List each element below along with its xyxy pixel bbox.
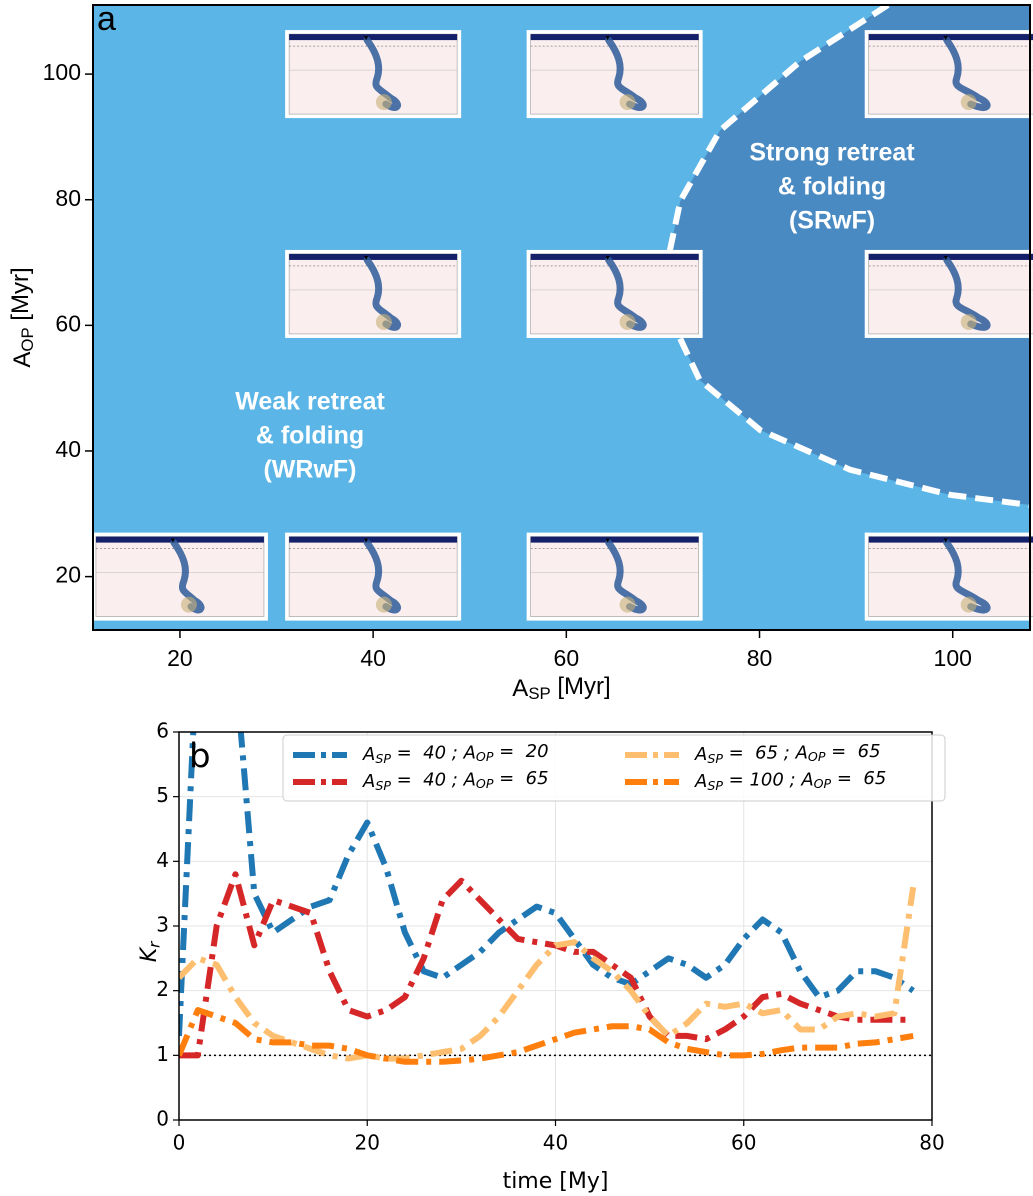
- thumb-tip: [376, 94, 392, 110]
- thumb-tip: [961, 314, 977, 330]
- thumb-plate: [869, 537, 1033, 543]
- thumb-plate: [869, 34, 1033, 40]
- thumb-plate: [531, 537, 699, 543]
- simulation-thumbnail: [865, 30, 1033, 118]
- simulation-thumbnail: [527, 30, 703, 118]
- thumb-plate: [531, 254, 699, 260]
- x-tick-label: 40: [360, 645, 386, 671]
- simulation-thumbnail: [865, 250, 1033, 338]
- simulation-thumbnail: [92, 533, 268, 621]
- y-tick-label: 4: [156, 848, 169, 872]
- y-tick-label: 5: [156, 783, 169, 807]
- y-tick-label: 2: [156, 977, 169, 1001]
- y-tick-label: 100: [43, 59, 81, 85]
- simulation-thumbnail: [285, 250, 461, 338]
- simulation-thumbnail: [527, 533, 703, 621]
- panel-a: 20 40 60 80 100 20 40 60 80 100 ASP​ [Myr] AOP​ [My…: [7, 0, 1033, 703]
- thumb-plate: [289, 537, 457, 543]
- y-tick-label: 40: [55, 436, 81, 462]
- simulation-thumbnail: [527, 250, 703, 338]
- thumb-tip: [376, 597, 392, 613]
- y-axis-label: AOP​ [Myr]: [7, 267, 37, 367]
- thumb-plate: [289, 34, 457, 40]
- legend-label: ASP​ = 65 ; AOP​ = 65: [694, 741, 881, 766]
- y-tick-label: 20: [55, 562, 81, 588]
- x-tick-label: 80: [747, 645, 773, 671]
- thumb-tip: [961, 597, 977, 613]
- y-tick-label: 0: [156, 1107, 169, 1131]
- thumb-tip: [961, 94, 977, 110]
- x-tick-label: 0: [173, 1131, 186, 1155]
- x-tick-label: 60: [554, 645, 580, 671]
- thumb-tip: [181, 597, 197, 613]
- simulation-thumbnail: [865, 533, 1033, 621]
- simulation-thumbnail: [285, 533, 461, 621]
- panel-label: a: [97, 0, 116, 38]
- thumb-plate: [289, 254, 457, 260]
- y-tick-label: 6: [156, 719, 169, 743]
- y-tick-label: 3: [156, 913, 169, 937]
- y-tick-label: 1: [156, 1042, 169, 1066]
- legend-label: ASP​ = 40 ; AOP​ = 20: [362, 741, 549, 766]
- x-tick-label: 60: [731, 1131, 756, 1155]
- legend-label: ASP​ = 100 ; AOP​ = 65: [694, 768, 886, 793]
- simulation-thumbnail: [285, 30, 461, 118]
- x-tick-label: 40: [543, 1131, 568, 1155]
- panel-label: b: [189, 737, 211, 777]
- regime-label: & folding: [256, 422, 364, 450]
- legend-label: ASP​ = 40 ; AOP​ = 65: [362, 768, 549, 793]
- thumb-tip: [620, 94, 636, 110]
- thumb-plate: [531, 34, 699, 40]
- x-tick-label: 100: [934, 645, 972, 671]
- y-axis-label: Kr​: [137, 940, 163, 962]
- y-tick-label: 60: [55, 310, 81, 336]
- y-tick-label: 80: [55, 185, 81, 211]
- x-tick-label: 20: [355, 1131, 380, 1155]
- x-axis-label: ASP​ [Myr]: [512, 673, 610, 703]
- regime-label: Strong retreat: [749, 139, 915, 167]
- thumb-plate: [869, 254, 1033, 260]
- thumb-tip: [620, 314, 636, 330]
- regime-label: & folding: [778, 173, 886, 201]
- x-tick-label: 80: [919, 1131, 944, 1155]
- regime-label: (WRwF): [263, 456, 356, 484]
- thumb-plate: [96, 537, 264, 543]
- panel-b: 0 20 40 60 80 0 1 2 3 4 5 6b time [My] Kr​ ASP​ = 40 ;…: [137, 635, 945, 1194]
- thumb-tip: [376, 314, 392, 330]
- regime-label: Weak retreat: [235, 388, 385, 416]
- regime-label: (SRwF): [789, 207, 875, 235]
- figure: 2040608010020406080100ASP​ [Myr]AOP​ [My…: [0, 0, 1033, 1196]
- x-tick-label: 20: [167, 645, 193, 671]
- x-axis-label: time [My]: [503, 1169, 609, 1194]
- thumb-tip: [620, 597, 636, 613]
